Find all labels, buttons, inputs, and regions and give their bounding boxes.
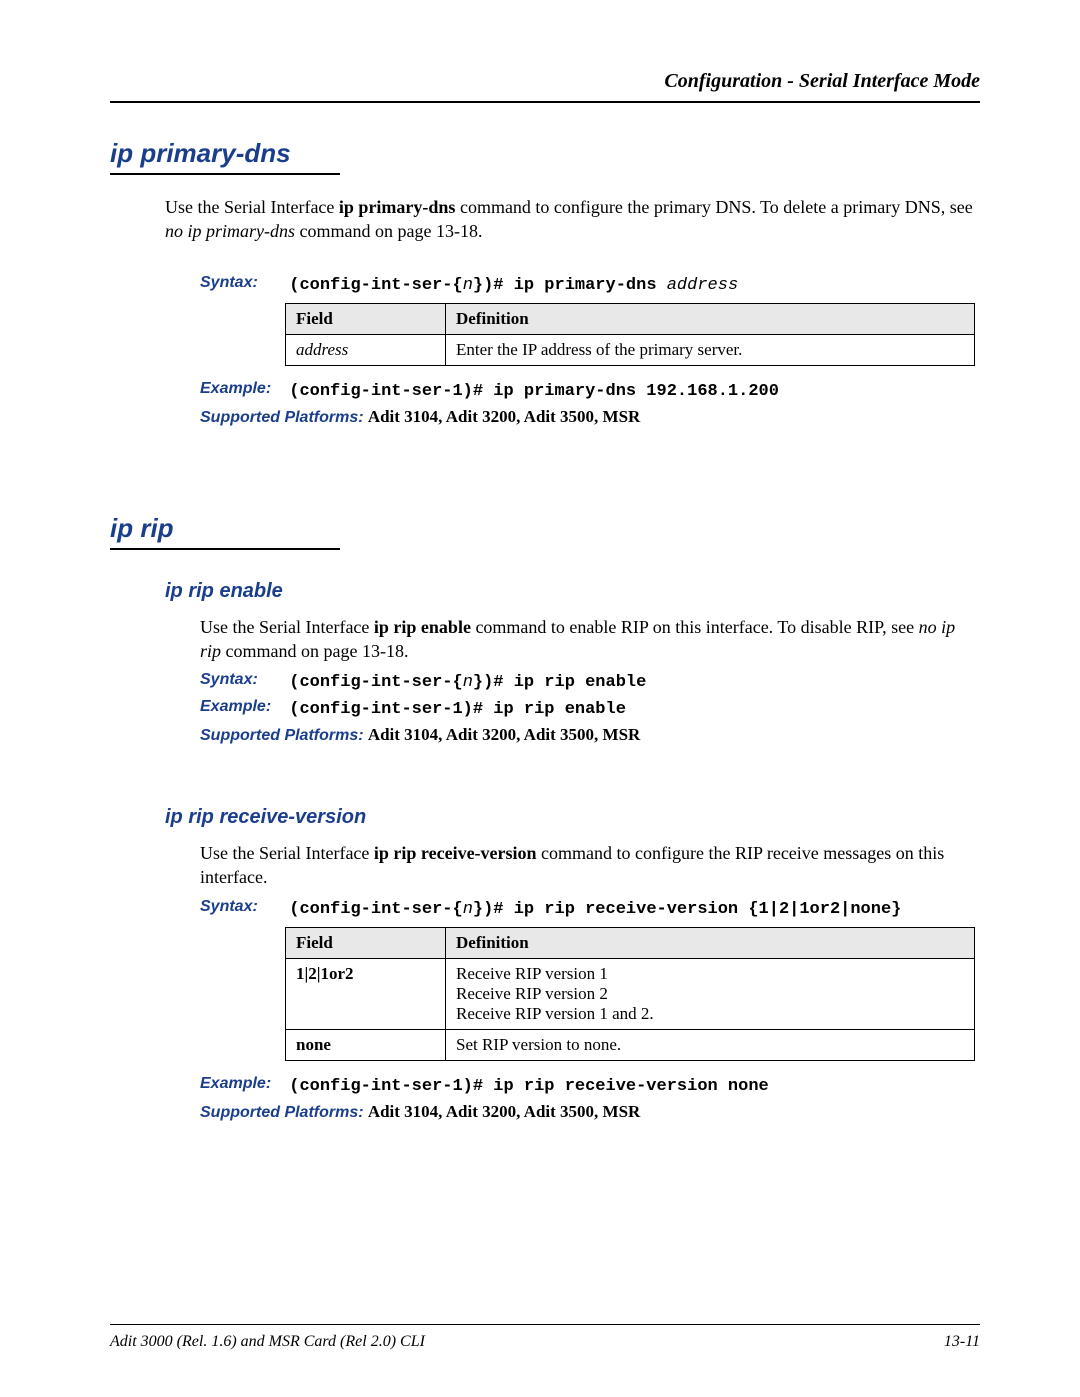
intro-mid: command to configure the primary DNS. To…: [455, 197, 972, 217]
section-heading-ip-rip: ip rip: [110, 513, 980, 544]
syntax-row: Syntax: (config-int-ser-{n})# ip rip ena…: [200, 671, 980, 692]
table-cell-def: Enter the IP address of the primary serv…: [446, 334, 975, 365]
supported-value: Adit 3104, Adit 3200, Adit 3500, MSR: [368, 407, 641, 426]
table-row: 1|2|1or2 Receive RIP version 1 Receive R…: [286, 958, 975, 1029]
intro-bold: ip rip enable: [374, 617, 471, 637]
table-cell-def: Set RIP version to none.: [446, 1029, 975, 1060]
intro-pre: Use the Serial Interface: [165, 197, 339, 217]
example-label: Example:: [200, 698, 285, 716]
syntax-label: Syntax:: [200, 898, 285, 916]
footer-left: Adit 3000 (Rel. 1.6) and MSR Card (Rel 2…: [110, 1333, 425, 1351]
supported-label: Supported Platforms:: [200, 409, 364, 426]
intro-text: Use the Serial Interface ip primary-dns …: [165, 195, 980, 244]
example-label: Example:: [200, 380, 285, 398]
syntax-cmd: (config-int-ser-{n})# ip rip enable: [289, 673, 646, 692]
example-cmd: (config-int-ser-1)# ip rip receive-versi…: [289, 1077, 768, 1096]
table-cell-field: 1|2|1or2: [286, 958, 446, 1029]
supported-row: Supported Platforms: Adit 3104, Adit 320…: [200, 407, 980, 427]
example-row: Example: (config-int-ser-1)# ip rip enab…: [200, 698, 980, 719]
intro-text: Use the Serial Interface ip rip enable c…: [200, 615, 980, 664]
intro-italic: no ip primary-dns: [165, 221, 295, 241]
table-header-def: Definition: [446, 927, 975, 958]
syntax-row: Syntax: (config-int-ser-{n})# ip primary…: [200, 274, 980, 295]
supported-row: Supported Platforms: Adit 3104, Adit 320…: [200, 1102, 980, 1122]
supported-value: Adit 3104, Adit 3200, Adit 3500, MSR: [368, 1102, 641, 1121]
subsection-heading-rip-enable: ip rip enable: [165, 580, 980, 603]
table-header-def: Definition: [446, 303, 975, 334]
supported-label: Supported Platforms:: [200, 727, 364, 744]
definition-table: Field Definition address Enter the IP ad…: [285, 303, 975, 366]
example-cmd: (config-int-ser-1)# ip rip enable: [289, 700, 626, 719]
supported-row: Supported Platforms: Adit 3104, Adit 320…: [200, 725, 980, 745]
intro-post: command on page 13-18.: [295, 221, 482, 241]
table-row: none Set RIP version to none.: [286, 1029, 975, 1060]
table-cell-field: address: [286, 334, 446, 365]
syntax-cmd: (config-int-ser-{n})# ip rip receive-ver…: [289, 900, 901, 919]
syntax-cmd: (config-int-ser-{n})# ip primary-dns add…: [289, 276, 738, 295]
intro-bold: ip primary-dns: [339, 197, 456, 217]
definition-table: Field Definition 1|2|1or2 Receive RIP ve…: [285, 927, 975, 1061]
table-cell-def: Receive RIP version 1 Receive RIP versio…: [446, 958, 975, 1029]
footer-right: 13-11: [944, 1333, 980, 1351]
intro-post: command on page 13-18.: [221, 641, 408, 661]
section-heading-primary-dns: ip primary-dns: [110, 138, 980, 169]
table-cell-field: none: [286, 1029, 446, 1060]
example-row: Example: (config-int-ser-1)# ip primary-…: [200, 380, 980, 401]
page-footer: Adit 3000 (Rel. 1.6) and MSR Card (Rel 2…: [110, 1324, 980, 1351]
heading-underline: [110, 173, 340, 175]
table-row: address Enter the IP address of the prim…: [286, 334, 975, 365]
intro-text: Use the Serial Interface ip rip receive-…: [200, 841, 980, 890]
page-header: Configuration - Serial Interface Mode: [110, 70, 980, 93]
footer-rule: [110, 1324, 980, 1325]
syntax-label: Syntax:: [200, 274, 285, 292]
subsection-heading-rip-receive: ip rip receive-version: [165, 806, 980, 829]
syntax-row: Syntax: (config-int-ser-{n})# ip rip rec…: [200, 898, 980, 919]
example-row: Example: (config-int-ser-1)# ip rip rece…: [200, 1075, 980, 1096]
heading-underline: [110, 548, 340, 550]
table-header-field: Field: [286, 927, 446, 958]
intro-mid: command to enable RIP on this interface.…: [471, 617, 919, 637]
example-label: Example:: [200, 1075, 285, 1093]
supported-label: Supported Platforms:: [200, 1104, 364, 1121]
intro-bold: ip rip receive-version: [374, 843, 537, 863]
table-header-field: Field: [286, 303, 446, 334]
supported-value: Adit 3104, Adit 3200, Adit 3500, MSR: [368, 725, 641, 744]
example-cmd: (config-int-ser-1)# ip primary-dns 192.1…: [289, 382, 779, 401]
intro-pre: Use the Serial Interface: [200, 617, 374, 637]
syntax-label: Syntax:: [200, 671, 285, 689]
top-rule: [110, 101, 980, 103]
intro-pre: Use the Serial Interface: [200, 843, 374, 863]
